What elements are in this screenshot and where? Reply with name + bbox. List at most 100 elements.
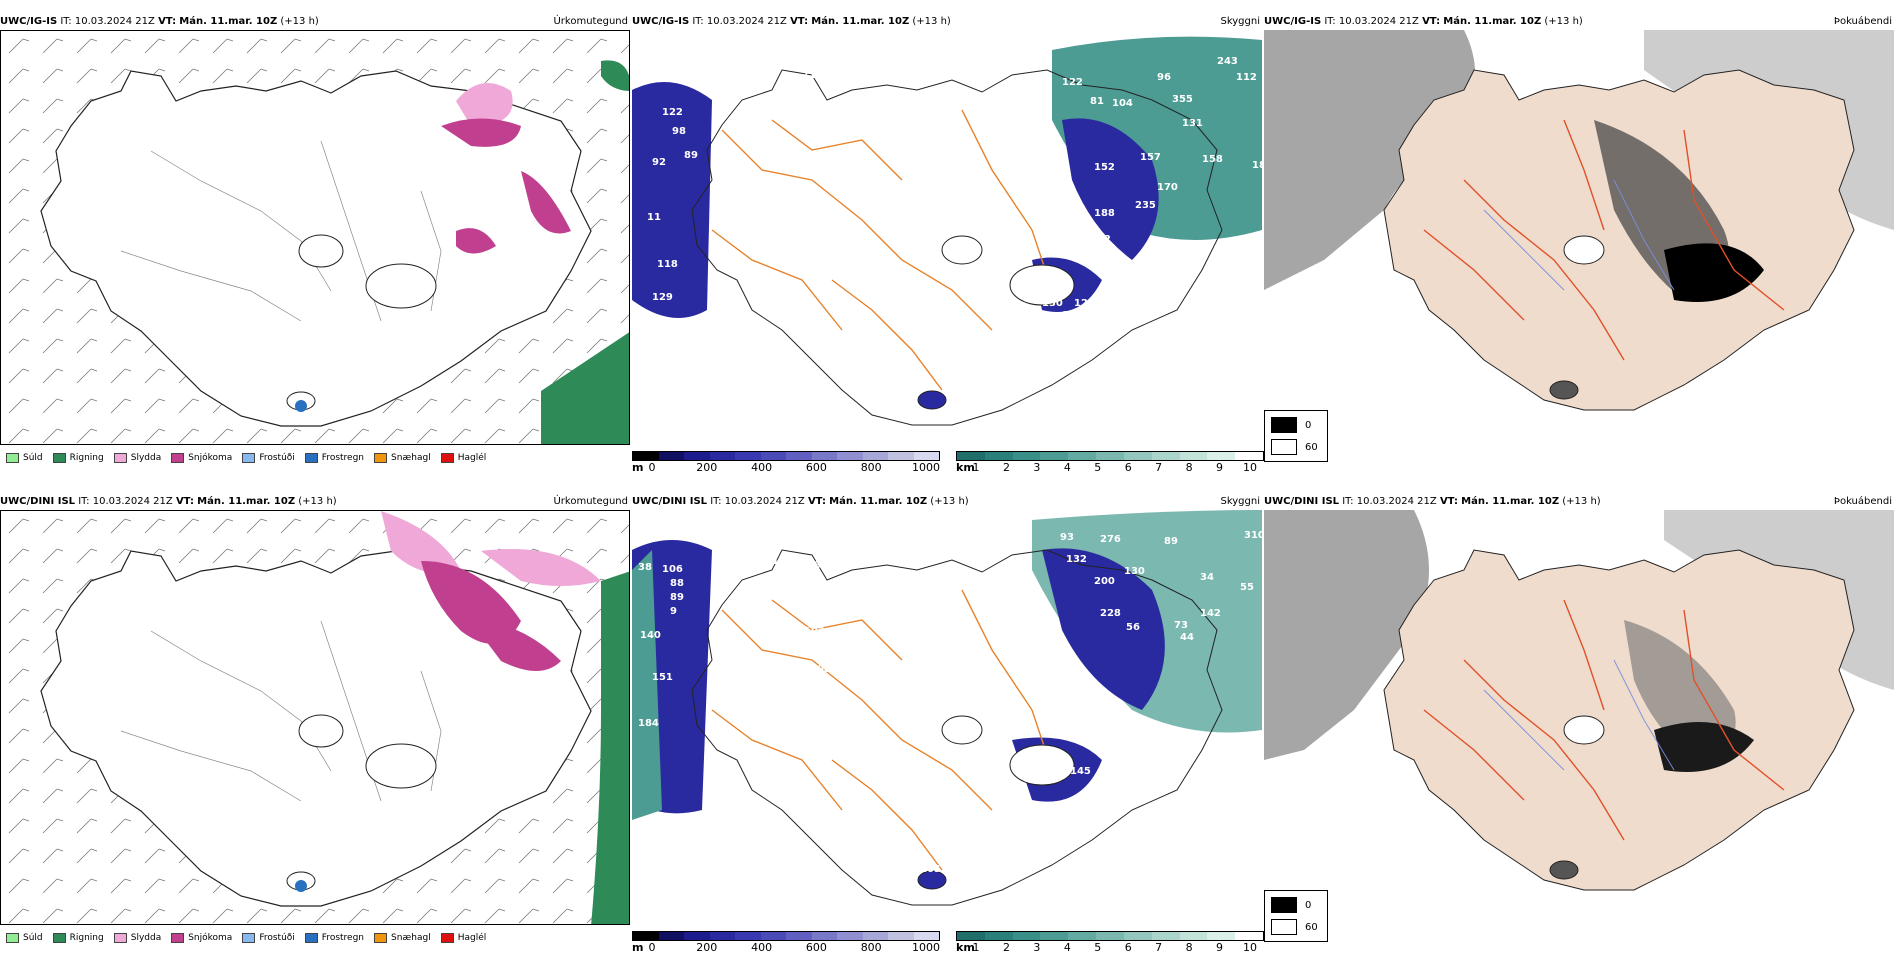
map-label: 200: [1094, 576, 1115, 587]
vt-label: VT:: [158, 16, 177, 27]
map-value-labels: 38 106 140 151 184 88 89 9 147 138 53 10…: [638, 530, 1262, 875]
map-label: 127: [1074, 298, 1095, 309]
map-label: 73: [1174, 620, 1188, 631]
glacier: [1009, 264, 1075, 306]
map-label: 228: [1100, 608, 1121, 619]
panel-title: Þokuábendi: [1833, 16, 1892, 27]
colorbar-tick-label: 9: [1216, 461, 1224, 474]
legend-swatch: [52, 933, 66, 943]
map-label: 145: [1070, 766, 1091, 777]
visibility-panel-top: UWC/IG-IS IT: 10.03.2024 21Z VT: Mán. 11…: [632, 14, 1264, 479]
map-label: 157: [1140, 152, 1161, 163]
it-label: IT:: [60, 16, 72, 27]
fog-map[interactable]: [1264, 30, 1894, 420]
legend-label: 0: [1305, 899, 1312, 911]
rain-area: [591, 571, 629, 924]
precip-type-map[interactable]: [0, 30, 630, 445]
legend-label: Frostúði: [259, 453, 295, 463]
iceland-landmass: [1383, 549, 1855, 891]
colorbar-segment: [633, 932, 659, 940]
cloud-base-colorbar: [632, 931, 940, 941]
it-value: 10.03.2024 21Z: [92, 496, 173, 507]
colorbar-tick-label: 0: [648, 461, 656, 474]
legend-item: Frostúði: [242, 933, 295, 943]
fog-map[interactable]: [1264, 510, 1894, 900]
visibility-map[interactable]: 38 106 140 151 184 88 89 9 147 138 53 10…: [632, 510, 1262, 910]
panel-title: Skyggni: [1220, 496, 1260, 507]
lead-time: (+13 h): [912, 16, 951, 27]
colorbar-segment: [1151, 452, 1180, 460]
lead-time: (+13 h): [1544, 16, 1583, 27]
iceland-landmass: [1383, 69, 1855, 411]
it-value: 10.03.2024 21Z: [706, 16, 787, 27]
legend-swatch: [440, 453, 454, 463]
visibility-map[interactable]: 100 71 122 98 92 89 11 118 129 710 122 9…: [632, 30, 1262, 430]
legend-label: Frostúði: [259, 933, 295, 943]
colorbar-tick-label: 800: [860, 461, 882, 474]
roads: [711, 109, 1053, 391]
legend-swatch: [113, 933, 127, 943]
colorbar-tick-label: 3: [1033, 461, 1041, 474]
map-label: 89: [1164, 536, 1178, 547]
legend-label: Haglél: [457, 453, 487, 463]
colorbar-segment: [1012, 452, 1041, 460]
colorbar-segment: [1235, 932, 1263, 940]
legend-swatch: [171, 933, 185, 943]
colorbar-tick-label: 1: [972, 941, 980, 954]
precip-type-map[interactable]: [0, 510, 630, 925]
colorbar-segment: [658, 452, 684, 460]
snow-area-2: [471, 621, 561, 671]
iceland-map: [1264, 510, 1894, 900]
map-label: 184: [638, 718, 659, 729]
colorbar-segment: [658, 932, 684, 940]
model-name: UWC/DINI ISL: [632, 496, 708, 507]
panel-header: UWC/DINI ISL IT: 10.03.2024 21Z VT: Mán.…: [632, 494, 1262, 510]
colorbar-segment: [1096, 932, 1124, 940]
legend-label: 0: [1305, 419, 1312, 431]
vt-value: Mán. 11.mar. 10Z: [1461, 496, 1560, 507]
colorbar-segment: [709, 452, 735, 460]
map-label: 66: [1116, 726, 1130, 737]
map-label: 88: [670, 578, 684, 589]
map-label: 170: [1157, 182, 1178, 193]
map-label: 81: [1090, 96, 1104, 107]
colorbar-segment: [684, 452, 710, 460]
rain-area-2: [541, 332, 629, 444]
legend-item: Súld: [6, 453, 43, 463]
roads: [1423, 119, 1785, 361]
colorbar-tick-label: 600: [805, 461, 827, 474]
it-value: 10.03.2024 21Z: [724, 496, 805, 507]
legend-swatch: [374, 933, 388, 943]
vt-value: Mán. 11.mar. 10Z: [829, 496, 928, 507]
visibility-colorbars: m 0 200 400 600 800 1000 km 1 2 3 4 5 6 7 8 9 10: [632, 919, 1264, 959]
panel-header: UWC/IG-IS IT: 10.03.2024 21Z VT: Mán. 11…: [1264, 14, 1894, 30]
map-label: 310: [1044, 802, 1065, 813]
glacier: [917, 870, 947, 890]
lead-time: (+13 h): [1562, 496, 1601, 507]
it-value: 10.03.2024 21Z: [1356, 496, 1437, 507]
map-label: 38: [638, 562, 652, 573]
fog-panel-top: UWC/IG-IS IT: 10.03.2024 21Z VT: Mán. 11…: [1264, 14, 1894, 479]
colorbar-segment: [786, 932, 812, 940]
iceland-map: [1, 511, 629, 924]
roads: [711, 589, 1053, 871]
iceland-map: [1, 31, 629, 444]
colorbar-tick-label: 8: [1185, 461, 1193, 474]
legend-swatch: [52, 453, 66, 463]
map-label: 188: [1094, 208, 1115, 219]
precip-type-panel-bottom: UWC/DINI ISL IT: 10.03.2024 21Z VT: Mán.…: [0, 494, 630, 959]
legend-label: Snæhagl: [391, 933, 431, 943]
low-cloud-east: [1042, 548, 1165, 710]
colorbar-tick-label: 10: [1243, 461, 1257, 474]
snow-area-3: [521, 171, 571, 234]
legend-label: Snjókoma: [188, 933, 233, 943]
map-label: 132: [1090, 234, 1111, 245]
colorbar-segment: [984, 452, 1013, 460]
visibility-panel-bottom: UWC/DINI ISL IT: 10.03.2024 21Z VT: Mán.…: [632, 494, 1264, 959]
map-label: 130: [1042, 298, 1063, 309]
map-label: 87: [780, 586, 794, 597]
it-label: IT:: [1342, 496, 1354, 507]
colorbar-tick-label: 6: [1124, 941, 1132, 954]
colorbar-segment: [837, 932, 863, 940]
map-label: 158: [1202, 154, 1223, 165]
